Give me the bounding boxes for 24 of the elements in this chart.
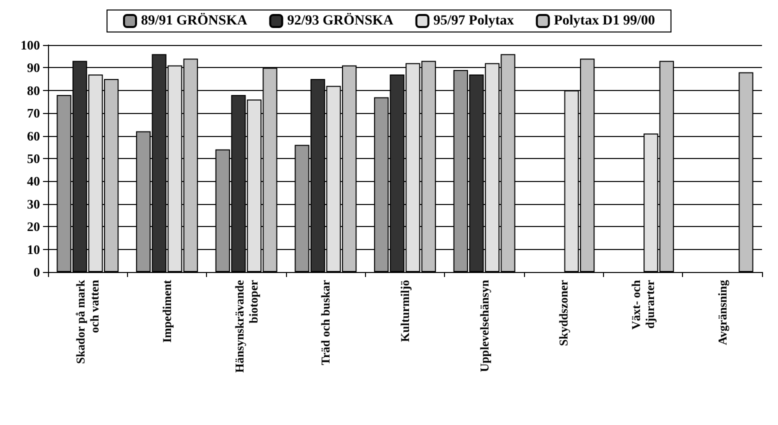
x-tick-label: Träd och buskar (318, 279, 333, 366)
y-tick-label: 0 (34, 264, 40, 280)
x-tick-label: Avgränsning (715, 280, 730, 346)
legend-label: Polytax D1 99/00 (554, 14, 655, 28)
x-tick-label: Växt- och djurarter (629, 279, 657, 330)
legend-label: 89/91 GRÖNSKA (141, 12, 248, 28)
legend-label: 92/93 GRÖNSKA (287, 12, 394, 28)
y-tick-label: 100 (20, 38, 40, 52)
legend-label: 95/97 Polytax (433, 14, 514, 28)
y-tick-label: 30 (27, 196, 40, 212)
x-tick-label: Upplevelsehänsyn (477, 280, 492, 372)
y-tick-label: 50 (27, 151, 40, 166)
y-tick-label: 80 (27, 82, 40, 98)
y-tick-label: 20 (27, 219, 40, 234)
x-tick-label: Hänsynskrävande biotoper (232, 279, 260, 373)
y-tick-label: 10 (27, 242, 40, 257)
y-tick-label: 60 (27, 128, 40, 144)
y-tick-label: 90 (27, 60, 40, 76)
x-tick-label: Skador på mark och vatten (74, 280, 102, 364)
y-tick-label: 70 (27, 106, 40, 121)
x-tick-label: Impediment (160, 280, 174, 343)
x-tick-label: Kulturmiljö (398, 280, 412, 342)
x-tick-label: Skyddszoner (556, 279, 571, 346)
y-tick-label: 40 (27, 174, 40, 189)
